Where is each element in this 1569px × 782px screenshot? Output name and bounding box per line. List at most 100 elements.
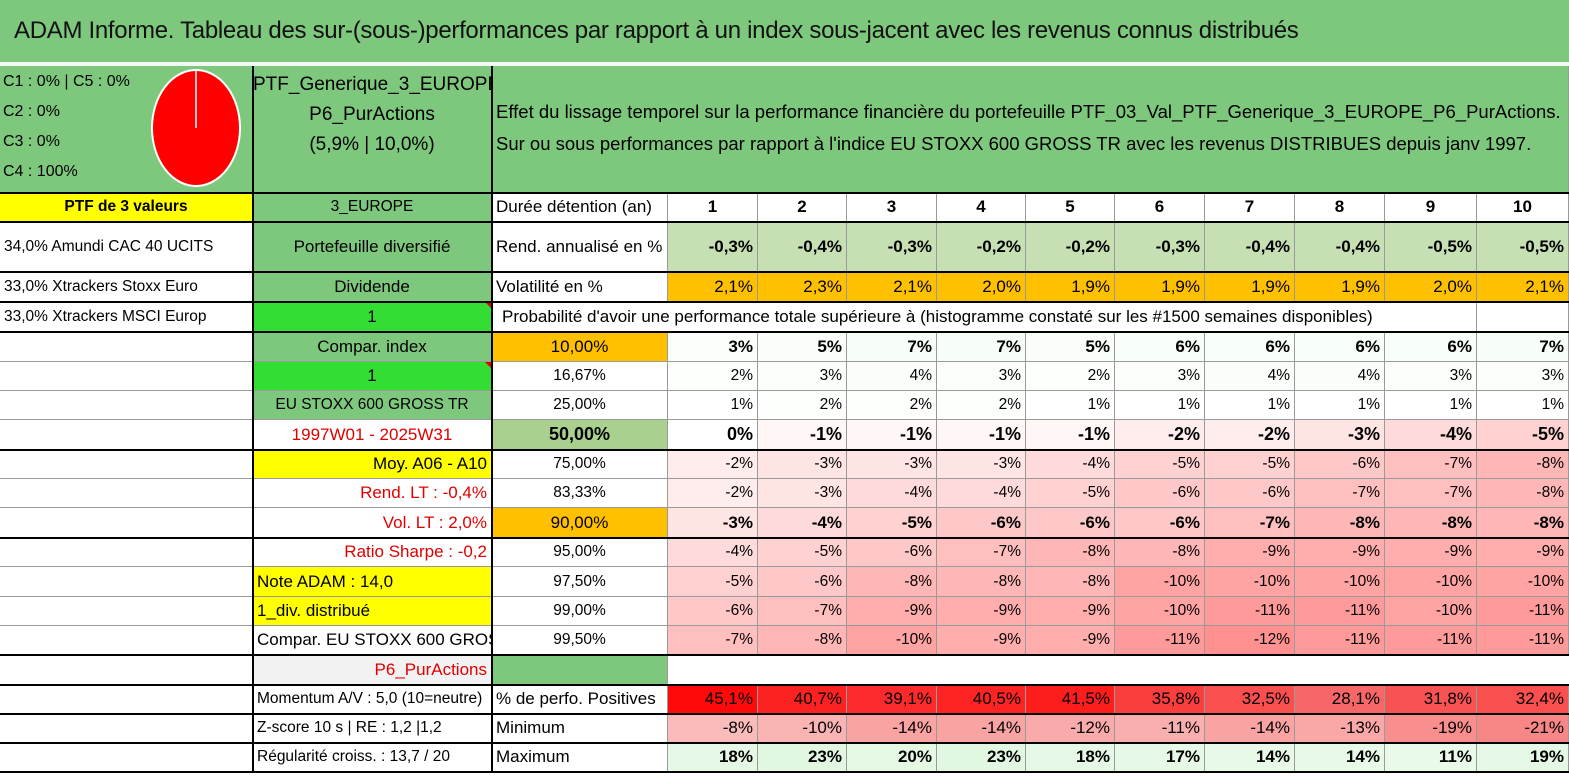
index-selector[interactable]: 1 (253, 362, 492, 391)
probability-value: -11% (1477, 626, 1569, 655)
probability-value: 4% (847, 362, 937, 391)
minimum-value: -12% (1026, 714, 1115, 743)
probability-value: -8% (1295, 508, 1385, 538)
row-separator (0, 684, 1569, 686)
year-header: 2 (758, 193, 847, 222)
probability-value: -10% (1295, 567, 1385, 597)
maximum-value: 17% (1115, 743, 1205, 772)
probability-value: 1% (668, 391, 758, 420)
probability-value: 1% (1477, 391, 1569, 420)
probability-value: -3% (758, 450, 847, 479)
probability-value: -5% (1205, 450, 1295, 479)
empty-cell (0, 420, 253, 450)
positive-share-value: 31,8% (1385, 685, 1477, 714)
probability-value: -10% (1115, 567, 1205, 597)
probability-value: 3% (1385, 362, 1477, 391)
row-separator (0, 742, 1569, 744)
portfolio-name-line: P6_PurActions (309, 104, 435, 125)
class-share-label: C3 : 0% (3, 133, 60, 150)
row-separator (0, 271, 1569, 273)
positive-share-value: 40,5% (937, 685, 1026, 714)
column-separator (252, 66, 254, 772)
probability-value: 1% (1295, 391, 1385, 420)
probability-value: 7% (1477, 332, 1569, 362)
percentile-label: 99,00% (492, 597, 668, 626)
probability-value: -8% (1477, 450, 1569, 479)
probability-value: -3% (758, 479, 847, 508)
probability-value: 3% (1115, 362, 1205, 391)
maximum-value: 14% (1295, 743, 1385, 772)
probability-value: -9% (1026, 597, 1115, 626)
probability-value: 1% (1205, 391, 1295, 420)
probability-value: 4% (1295, 362, 1385, 391)
probability-value: -5% (758, 538, 847, 567)
annual-return-value: -0,2% (1026, 222, 1115, 272)
probability-value: -3% (1295, 420, 1385, 450)
probability-value: -11% (1115, 626, 1205, 655)
probability-value: 7% (937, 332, 1026, 362)
probability-value: 0% (668, 420, 758, 450)
volatility-value: 1,9% (1026, 272, 1115, 302)
empty-cell (1477, 302, 1569, 332)
probability-value: 6% (1205, 332, 1295, 362)
volatility-value: 1,9% (1115, 272, 1205, 302)
probability-value: -5% (847, 508, 937, 538)
revenue-selector[interactable]: 1 (253, 302, 492, 332)
probability-value: -11% (1295, 626, 1385, 655)
portfolio-code: 3_EUROPE (253, 193, 492, 222)
year-header: 1 (668, 193, 758, 222)
index-name: EU STOXX 600 GROSS TR (253, 391, 492, 420)
probability-value: 3% (758, 362, 847, 391)
annual-return-value: -0,5% (1385, 222, 1477, 272)
empty-cell (0, 714, 253, 743)
momentum-indicator: Momentum A/V : 5,0 (10=neutre) (253, 685, 492, 714)
title-separator (0, 62, 1569, 66)
year-header: 5 (1026, 193, 1115, 222)
volatility-value: 2,1% (668, 272, 758, 302)
minimum-value: -19% (1385, 714, 1477, 743)
probability-value: -8% (1477, 508, 1569, 538)
description-cell: Effet du lissage temporel sur la perform… (492, 66, 1569, 193)
description-line: Sur ou sous performances par rapport à l… (496, 133, 1532, 154)
row-separator (0, 449, 1569, 451)
class-share-label: C2 : 0% (3, 103, 60, 120)
row-separator (0, 301, 1569, 303)
empty-cell (0, 362, 253, 391)
probability-value: -8% (1026, 567, 1115, 597)
maximum-value: 18% (1026, 743, 1115, 772)
probability-value: -7% (1385, 450, 1477, 479)
volatility-value: 2,3% (758, 272, 847, 302)
probability-value: -9% (847, 597, 937, 626)
probability-value: -4% (937, 479, 1026, 508)
zscore-indicator: Z-score 10 s | RE : 1,2 |1,2 (253, 714, 492, 743)
positive-share-value: 28,1% (1295, 685, 1385, 714)
empty-cell (0, 743, 253, 772)
empty-cell (0, 685, 253, 714)
holding-row: 33,0% Xtrackers MSCI Europ (0, 302, 253, 332)
positive-share-value: 32,4% (1477, 685, 1569, 714)
long-term-volatility: Vol. LT : 2,0% (253, 508, 492, 538)
minimum-value: -14% (847, 714, 937, 743)
probability-value: -2% (668, 479, 758, 508)
probability-value: -10% (847, 626, 937, 655)
ptf-count-label: PTF de 3 valeurs (0, 193, 253, 222)
probability-value: -2% (1115, 420, 1205, 450)
compare-index-label: Compar. EU STOXX 600 GROSS TR (253, 626, 492, 655)
maximum-value: 20% (847, 743, 937, 772)
volatility-value: 1,9% (1205, 272, 1295, 302)
minimum-value: -8% (668, 714, 758, 743)
volatility-value: 2,0% (1385, 272, 1477, 302)
percentile-label: 95,00% (492, 538, 668, 567)
probability-value: -4% (1026, 450, 1115, 479)
probability-value: -10% (1115, 597, 1205, 626)
probability-value: -9% (1205, 538, 1295, 567)
probability-value: -5% (1115, 450, 1205, 479)
percentile-label: 97,50% (492, 567, 668, 597)
probability-caption: Probabilité d'avoir une performance tota… (492, 302, 1477, 332)
positive-share-value: 41,5% (1026, 685, 1115, 714)
percentile-label: 25,00% (492, 391, 668, 420)
holding-row: 34,0% Amundi CAC 40 UCITS (0, 222, 253, 272)
comment-marker-icon (485, 362, 491, 368)
empty-cell (0, 626, 253, 655)
year-header: 9 (1385, 193, 1477, 222)
